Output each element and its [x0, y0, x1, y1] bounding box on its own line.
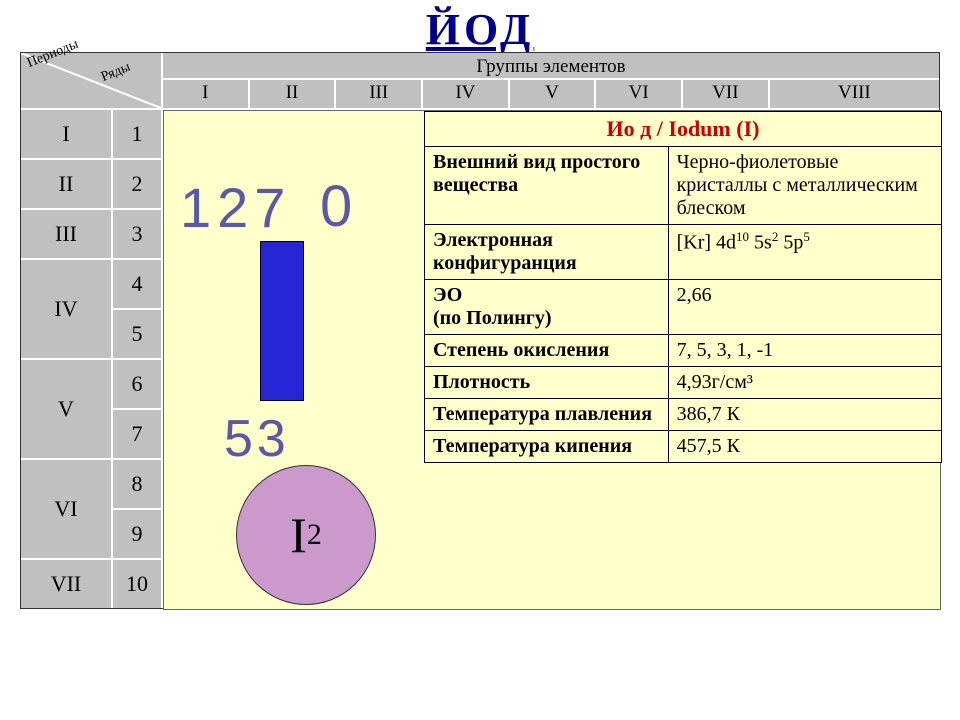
groups-header: Группы элементов [161, 53, 939, 80]
properties-table: Ио д / Iodum (I) Внешний вид простого ве… [424, 111, 942, 463]
molecule-circle: I2 [236, 465, 376, 605]
group-VI: VI [594, 80, 681, 108]
prop-eo: ЭО (по Полингу) [425, 280, 669, 335]
table-row: Внешний вид простого вещества Черно-фиол… [425, 147, 942, 225]
val-boiling: 457,5 К [668, 431, 941, 463]
row-5: 5 [111, 308, 161, 358]
diagonal-header: Периоды Ряды [21, 53, 161, 108]
zero-label: 0 [320, 173, 352, 240]
molecule-subscript: 2 [307, 518, 322, 552]
prop-econfig: Электронная конфигуранция [425, 225, 669, 280]
group-III: III [334, 80, 421, 108]
row-3: 3 [111, 208, 161, 258]
period-V: V [21, 358, 111, 458]
prop-boiling: Температура кипения [425, 431, 669, 463]
prop-density: Плотность [425, 367, 669, 399]
period-VI: VI [21, 458, 111, 558]
row-8: 8 [111, 458, 161, 508]
group-labels-row: I II III IV V VI VII VIII [161, 80, 939, 108]
molecule-symbol: I [290, 506, 307, 564]
table-row: ЭО (по Полингу) 2,66 [425, 280, 942, 335]
group-II: II [248, 80, 335, 108]
group-I: I [161, 80, 248, 108]
atomic-mass: 127 [180, 175, 291, 240]
period-I: I [21, 108, 111, 158]
prop-melting: Температура плавления [425, 399, 669, 431]
val-density: 4,93г/см³ [668, 367, 941, 399]
row-4: 4 [111, 258, 161, 308]
row-1: 1 [111, 108, 161, 158]
row-7: 7 [111, 408, 161, 458]
prop-oxidation: Степень окисления [425, 335, 669, 367]
table-row: Температура кипения 457,5 К [425, 431, 942, 463]
rows-column: 1 2 3 4 5 6 7 8 9 10 [111, 108, 161, 608]
val-appearance: Черно-фиолетовые кристаллы с металлическ… [668, 147, 941, 225]
element-panel: 127 0 53 I2 Ио д / Iodum (I) Внешний вид… [163, 110, 941, 610]
val-melting: 386,7 К [668, 399, 941, 431]
row-9: 9 [111, 508, 161, 558]
page-title: ЙОД [0, 0, 960, 55]
period-II: II [21, 158, 111, 208]
element-bar [260, 241, 304, 401]
group-V: V [508, 80, 595, 108]
table-row: Электронная конфигуранция [Kr] 4d10 5s2 … [425, 225, 942, 280]
periods-column: I II III IV V VI VII [21, 108, 111, 608]
table-row: Степень окисления 7, 5, 3, 1, -1 [425, 335, 942, 367]
row-10: 10 [111, 558, 161, 608]
group-IV: IV [421, 80, 508, 108]
group-VII: VII [681, 80, 768, 108]
val-econfig: [Kr] 4d10 5s2 5p5 [668, 225, 941, 280]
content-area: 127 0 53 I2 Ио д / Iodum (I) Внешний вид… [161, 108, 939, 608]
val-oxidation: 7, 5, 3, 1, -1 [668, 335, 941, 367]
prop-appearance: Внешний вид простого вещества [425, 147, 669, 225]
periodic-frame: Периоды Ряды Группы элементов I II III I… [20, 52, 940, 609]
group-VIII: VIII [768, 80, 939, 108]
left-columns: I II III IV V VI VII 1 2 3 4 5 6 7 8 9 1… [21, 108, 161, 608]
period-III: III [21, 208, 111, 258]
info-header: Ио д / Iodum (I) [425, 112, 942, 147]
table-row: Температура плавления 386,7 К [425, 399, 942, 431]
row-6: 6 [111, 358, 161, 408]
atomic-number: 53 [224, 409, 290, 469]
period-IV: IV [21, 258, 111, 358]
period-VII: VII [21, 558, 111, 608]
val-eo: 2,66 [668, 280, 941, 335]
row-2: 2 [111, 158, 161, 208]
table-row: Плотность 4,93г/см³ [425, 367, 942, 399]
